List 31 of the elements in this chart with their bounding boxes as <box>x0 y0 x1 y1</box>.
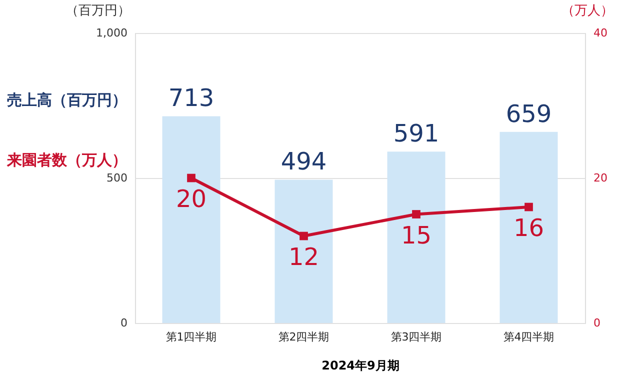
point <box>412 210 420 218</box>
y2-axis-title: （万人） <box>562 4 614 18</box>
x-tick-label: 第1四半期 <box>166 330 217 344</box>
text: 売上高（百万円） <box>7 91 127 109</box>
bar <box>274 180 333 323</box>
point <box>524 202 533 212</box>
y2-tick-label: 20 <box>594 172 608 184</box>
point <box>300 232 308 240</box>
data-label: 713 <box>168 84 214 112</box>
x-tick-label: 第2四半期 <box>278 330 330 344</box>
y-tick-label: 0 <box>120 316 128 330</box>
data-label: 15 <box>400 221 432 250</box>
x-tick-label: 第4四半期 <box>503 330 554 344</box>
y2-tick-label: 0 <box>594 316 600 330</box>
text: 来園者数（万人） <box>6 151 127 169</box>
data-label: 12 <box>288 243 320 271</box>
data-label: 591 <box>393 120 440 148</box>
y-tick-label: 500 <box>106 172 128 184</box>
bar <box>162 116 220 323</box>
data-label: 494 <box>280 148 327 176</box>
y2-tick-label: 40 <box>594 26 608 40</box>
data-label: 16 <box>513 214 544 242</box>
y-axis-title: （百万円） <box>66 4 130 18</box>
bar <box>387 152 446 323</box>
x-tick-label: 第3四半期 <box>390 330 442 344</box>
y-tick-label: 1,000 <box>96 26 128 40</box>
point <box>187 174 196 182</box>
bar <box>500 132 558 323</box>
x-axis-title: 2024年9月期 <box>322 358 400 372</box>
data-label: 20 <box>176 185 207 213</box>
data-label: 659 <box>506 100 552 128</box>
